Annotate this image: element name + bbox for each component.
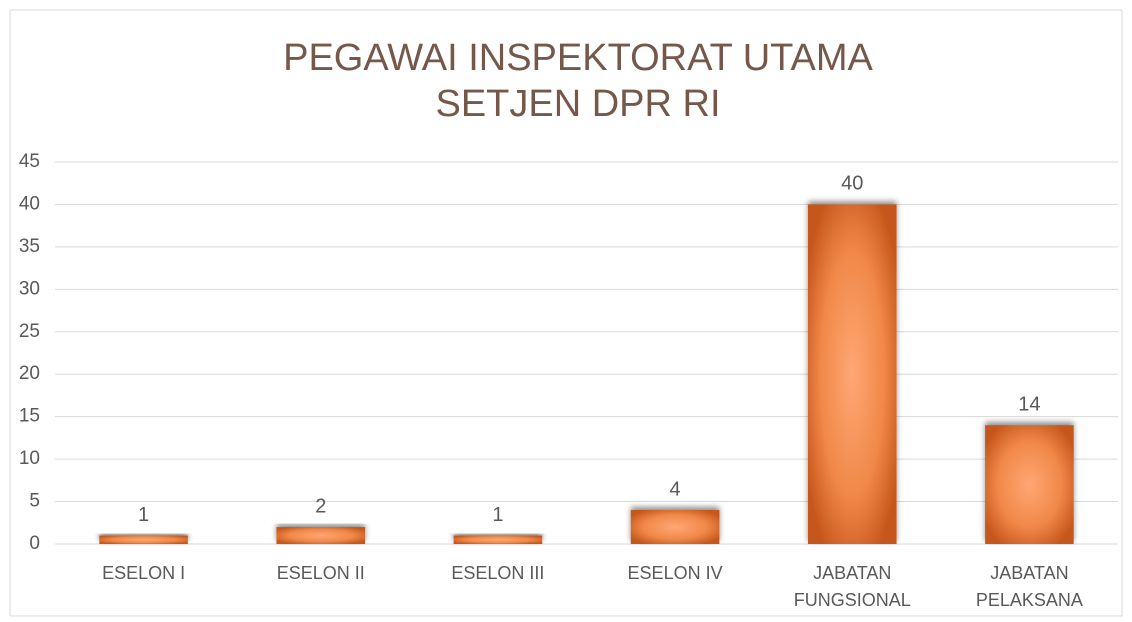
- y-tick-label: 20: [19, 363, 40, 384]
- x-tick-label: JABATAN FUNGSIONAL: [794, 563, 911, 610]
- y-tick-label: 45: [19, 151, 40, 172]
- bar: [807, 204, 897, 544]
- chart-border: [9, 9, 1123, 617]
- value-label: 40: [841, 173, 863, 195]
- y-tick-label: 40: [19, 193, 40, 214]
- bar: [99, 535, 188, 544]
- bar: [453, 535, 543, 544]
- bar: [985, 425, 1074, 544]
- y-tick-label: 25: [19, 321, 40, 342]
- value-label: 14: [1018, 393, 1040, 415]
- value-label: 4: [670, 478, 681, 500]
- value-label: 2: [315, 495, 326, 517]
- x-tick-label: ESELON IV: [628, 563, 723, 583]
- y-tick-label: 30: [19, 278, 40, 299]
- chart-title: SETJEN DPR RI: [435, 83, 720, 125]
- bar: [276, 527, 366, 544]
- y-tick-label: 10: [19, 448, 40, 469]
- x-tick-label: ESELON II: [277, 563, 365, 583]
- value-label: 1: [138, 504, 149, 526]
- y-tick-label: 15: [19, 406, 40, 427]
- x-tick-label: ESELON I: [102, 563, 185, 583]
- bar: [630, 510, 720, 544]
- y-tick-label: 0: [29, 533, 40, 554]
- y-tick-label: 5: [29, 491, 40, 512]
- chart-title: PEGAWAI INSPEKTORAT UTAMA: [283, 37, 873, 79]
- x-tick-label: JABATAN PELAKSANA: [976, 563, 1083, 610]
- x-tick-label: ESELON III: [451, 563, 544, 583]
- y-tick-label: 35: [19, 236, 40, 257]
- value-label: 1: [492, 504, 503, 526]
